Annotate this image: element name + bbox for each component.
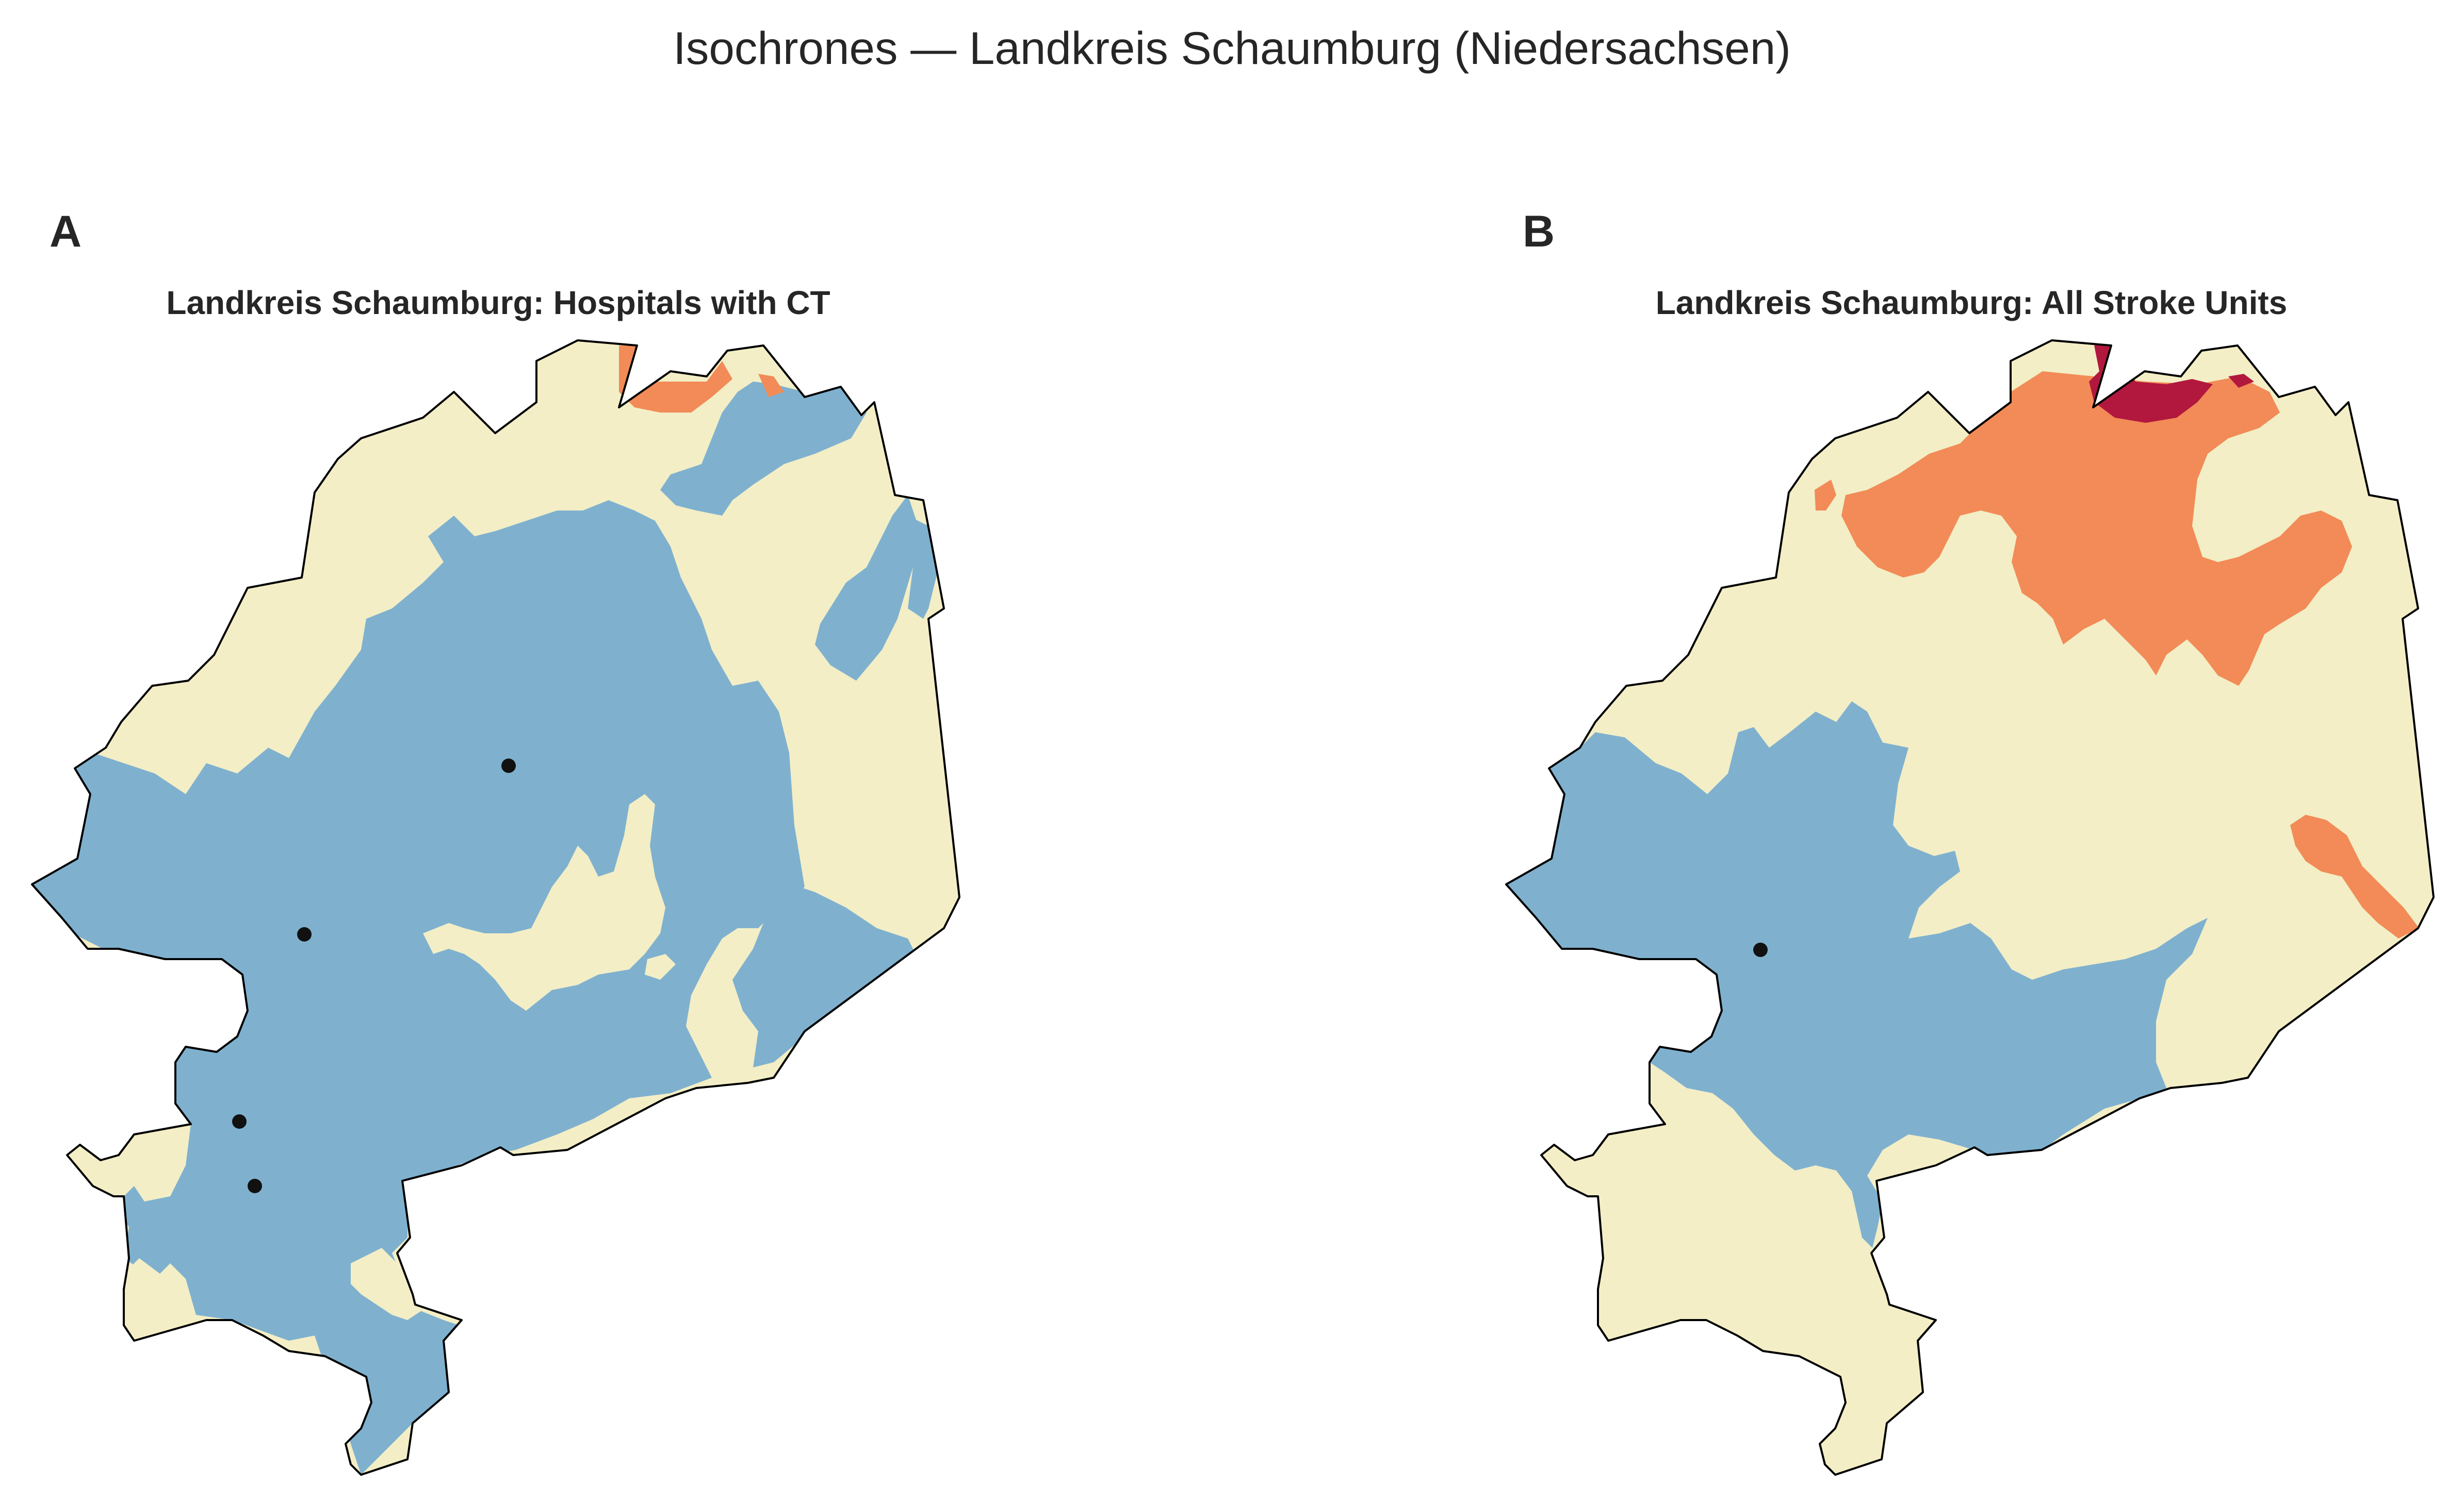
hospital-marker-a-3 — [232, 1114, 247, 1129]
zone-cream-a-central — [423, 794, 665, 1011]
stroke-unit-marker-b-1 — [1753, 943, 1768, 957]
zone-cream-a-southwest — [124, 1258, 191, 1341]
district-outline-b — [1505, 339, 2435, 1476]
map-panel-a — [31, 339, 960, 1476]
hospital-marker-a-1 — [501, 759, 516, 773]
zone-blue-b-west — [1506, 701, 2208, 1248]
map-panel-b — [1505, 339, 2435, 1476]
zone-orange-b-northwest-sliver — [1815, 480, 1836, 510]
zone-orange-b-east — [2290, 815, 2419, 938]
zone-blue-a-main — [32, 500, 805, 1475]
figure-title: Isochrones — Landkreis Schaumburg (Niede… — [673, 22, 1791, 74]
zone-cream-a-small-1 — [645, 954, 676, 980]
zone-orange-b-north — [1841, 371, 2352, 686]
zone-blue-a-northeast — [660, 382, 867, 516]
zone-blue-a-southeast — [732, 882, 918, 1067]
panel-title-a: Landkreis Schaumburg: Hospitals with CT — [166, 284, 830, 321]
zone-blue-a-east-channel — [815, 495, 918, 681]
hospital-marker-a-4 — [248, 1179, 262, 1193]
district-outline-a — [31, 339, 960, 1476]
zone-orange-a-north-small — [758, 374, 784, 397]
zone-cream-a-west-tip — [72, 1150, 144, 1196]
zone-orange-a-north — [619, 345, 732, 413]
panel-letter-a: A — [50, 207, 82, 256]
panel-letter-b: B — [1523, 207, 1555, 256]
zone-cream-a-south — [351, 1248, 423, 1320]
zone-crimson-b-north-small — [2228, 374, 2254, 388]
hospital-marker-a-2 — [297, 927, 312, 942]
panel-title-b: Landkreis Schaumburg: All Stroke Units — [1655, 284, 2288, 321]
